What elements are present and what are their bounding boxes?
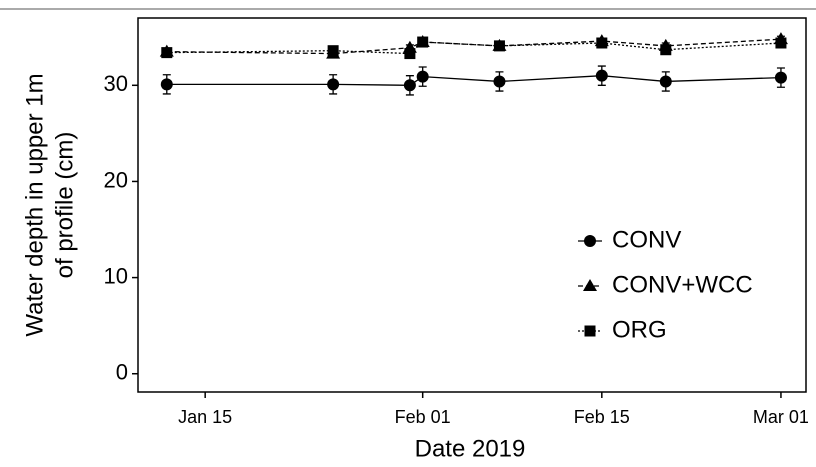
x-tick-label: Feb 01 [395, 407, 451, 427]
legend-label: CONV+WCC [612, 271, 753, 298]
data-point [659, 75, 672, 88]
x-tick-label: Jan 15 [178, 407, 232, 427]
data-point [493, 75, 506, 88]
data-point [160, 78, 173, 91]
y-tick-label: 30 [104, 71, 128, 96]
y-tick-label: 20 [104, 167, 128, 192]
y-axis-title-line: of profile (cm) [51, 132, 78, 279]
legend-marker [584, 235, 596, 247]
data-point [417, 36, 429, 48]
data-point [416, 70, 429, 83]
legend-label: ORG [612, 316, 667, 343]
data-point [403, 79, 416, 92]
data-point [660, 44, 672, 56]
data-point [775, 37, 787, 49]
data-point [493, 40, 505, 52]
data-point [327, 45, 339, 57]
data-point [596, 37, 608, 49]
plot-frame [137, 17, 807, 393]
y-tick-label: 0 [116, 360, 128, 385]
data-point [327, 78, 340, 91]
series-line [166, 75, 781, 86]
x-axis-title: Date 2019 [415, 435, 526, 462]
series-line [166, 38, 781, 55]
y-axis-title-line: Water depth in upper 1m [21, 73, 48, 336]
data-point [161, 47, 173, 59]
data-point [404, 48, 416, 60]
legend-label: CONV [612, 226, 681, 253]
y-tick-label: 10 [104, 263, 128, 288]
legend-marker [584, 325, 596, 337]
x-tick-label: Mar 01 [753, 407, 809, 427]
data-point [595, 69, 608, 82]
series-line [166, 41, 781, 55]
data-point [774, 71, 787, 84]
y-axis-title: Water depth in upper 1m of profile (cm) [21, 73, 78, 336]
legend-marker [583, 279, 597, 291]
x-tick-label: Feb 15 [574, 407, 630, 427]
